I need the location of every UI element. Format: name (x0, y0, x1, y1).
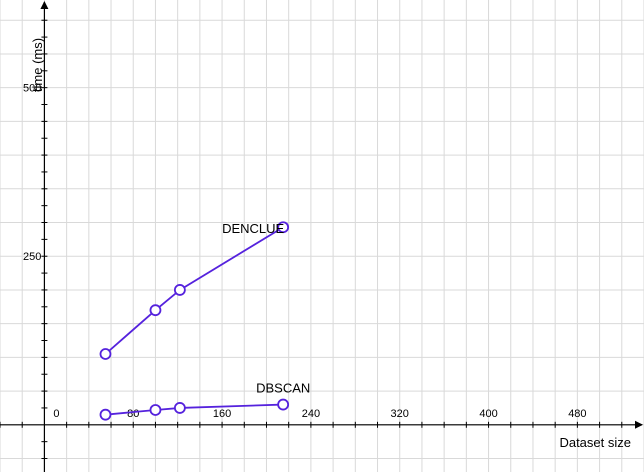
x-tick-label: 320 (391, 408, 409, 420)
x-tick-label: 400 (479, 408, 497, 420)
x-tick-label: 160 (213, 408, 231, 420)
y-tick-label: 500 (23, 83, 41, 95)
y-axis-label: time (ms) (30, 38, 45, 92)
ticks: 0 80 160 240 320 400 480 250 500 (0, 19, 623, 460)
data-point-denclue (99, 348, 112, 360)
series-dbscan: DBSCAN (99, 381, 310, 421)
data-point-dbscan (149, 404, 162, 416)
series-line-denclue (104, 226, 284, 355)
x-axis-label: Dataset size (559, 435, 631, 450)
x-tick-label: 480 (568, 408, 586, 420)
series-label-denclue: DENCLUE (222, 221, 284, 236)
x-tick-label: 240 (302, 408, 320, 420)
x-tick-label: 80 (127, 408, 139, 420)
y-axis-arrow (40, 1, 49, 9)
data-point-dbscan (173, 402, 186, 414)
x-tick-label: 0 (53, 408, 59, 420)
series-line-dbscan (105, 403, 284, 416)
series-label-dbscan: DBSCAN (256, 381, 310, 396)
data-point-denclue (149, 304, 162, 317)
data-point-denclue (173, 284, 186, 296)
series-layer: DENCLUE DBSCAN (99, 221, 310, 421)
data-point-dbscan (99, 408, 112, 421)
data-point-denclue (277, 221, 290, 234)
x-axis-arrow (635, 420, 643, 429)
series-denclue: DENCLUE (99, 221, 290, 360)
data-point-dbscan (277, 398, 290, 411)
y-tick-label: 250 (23, 251, 41, 263)
